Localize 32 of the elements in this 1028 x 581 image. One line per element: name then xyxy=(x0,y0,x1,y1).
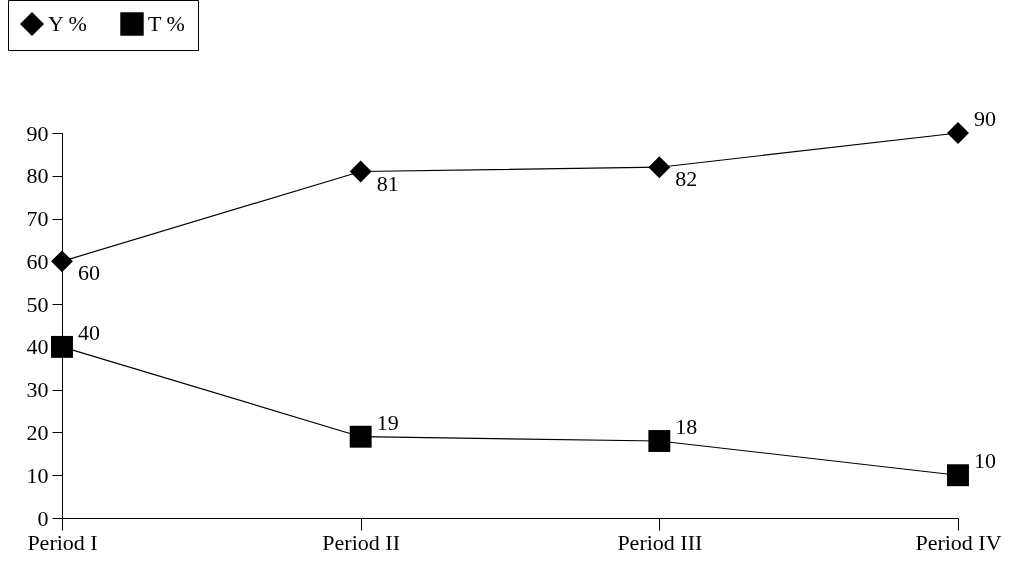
y-tick-label: 80 xyxy=(26,163,49,189)
point xyxy=(349,160,372,183)
point xyxy=(947,122,969,144)
data-label: 10 xyxy=(974,448,996,474)
point xyxy=(51,335,73,358)
point xyxy=(947,464,969,487)
y-tick-label: 20 xyxy=(26,419,49,445)
data-label: 81 xyxy=(376,170,399,196)
y-tick-label: 0 xyxy=(37,505,49,531)
legend-label: T % xyxy=(148,11,185,37)
y-tick-label: 70 xyxy=(26,206,49,232)
point xyxy=(648,430,671,452)
x-tick-label: Period IV xyxy=(915,529,1002,555)
x-tick-label: Period III xyxy=(617,529,703,555)
legend-label: Y % xyxy=(48,11,87,37)
x-tick-label: Period II xyxy=(322,529,400,555)
x-tick-label: Period I xyxy=(27,529,98,555)
point xyxy=(349,425,372,448)
data-label: 90 xyxy=(974,106,996,131)
point xyxy=(648,156,671,179)
data-label: 40 xyxy=(78,319,100,345)
data-label: 19 xyxy=(376,409,399,435)
y-tick-label: 50 xyxy=(26,291,49,317)
y-tick-label: 40 xyxy=(26,334,49,360)
data-label: 82 xyxy=(675,166,698,192)
y-tick-label: 30 xyxy=(26,377,49,403)
point xyxy=(51,250,73,273)
data-label: 18 xyxy=(675,414,698,439)
y-tick-label: 10 xyxy=(26,462,49,488)
y-tick-label: 90 xyxy=(26,120,49,146)
data-label: 60 xyxy=(78,260,100,286)
y-tick-label: 60 xyxy=(26,248,49,274)
